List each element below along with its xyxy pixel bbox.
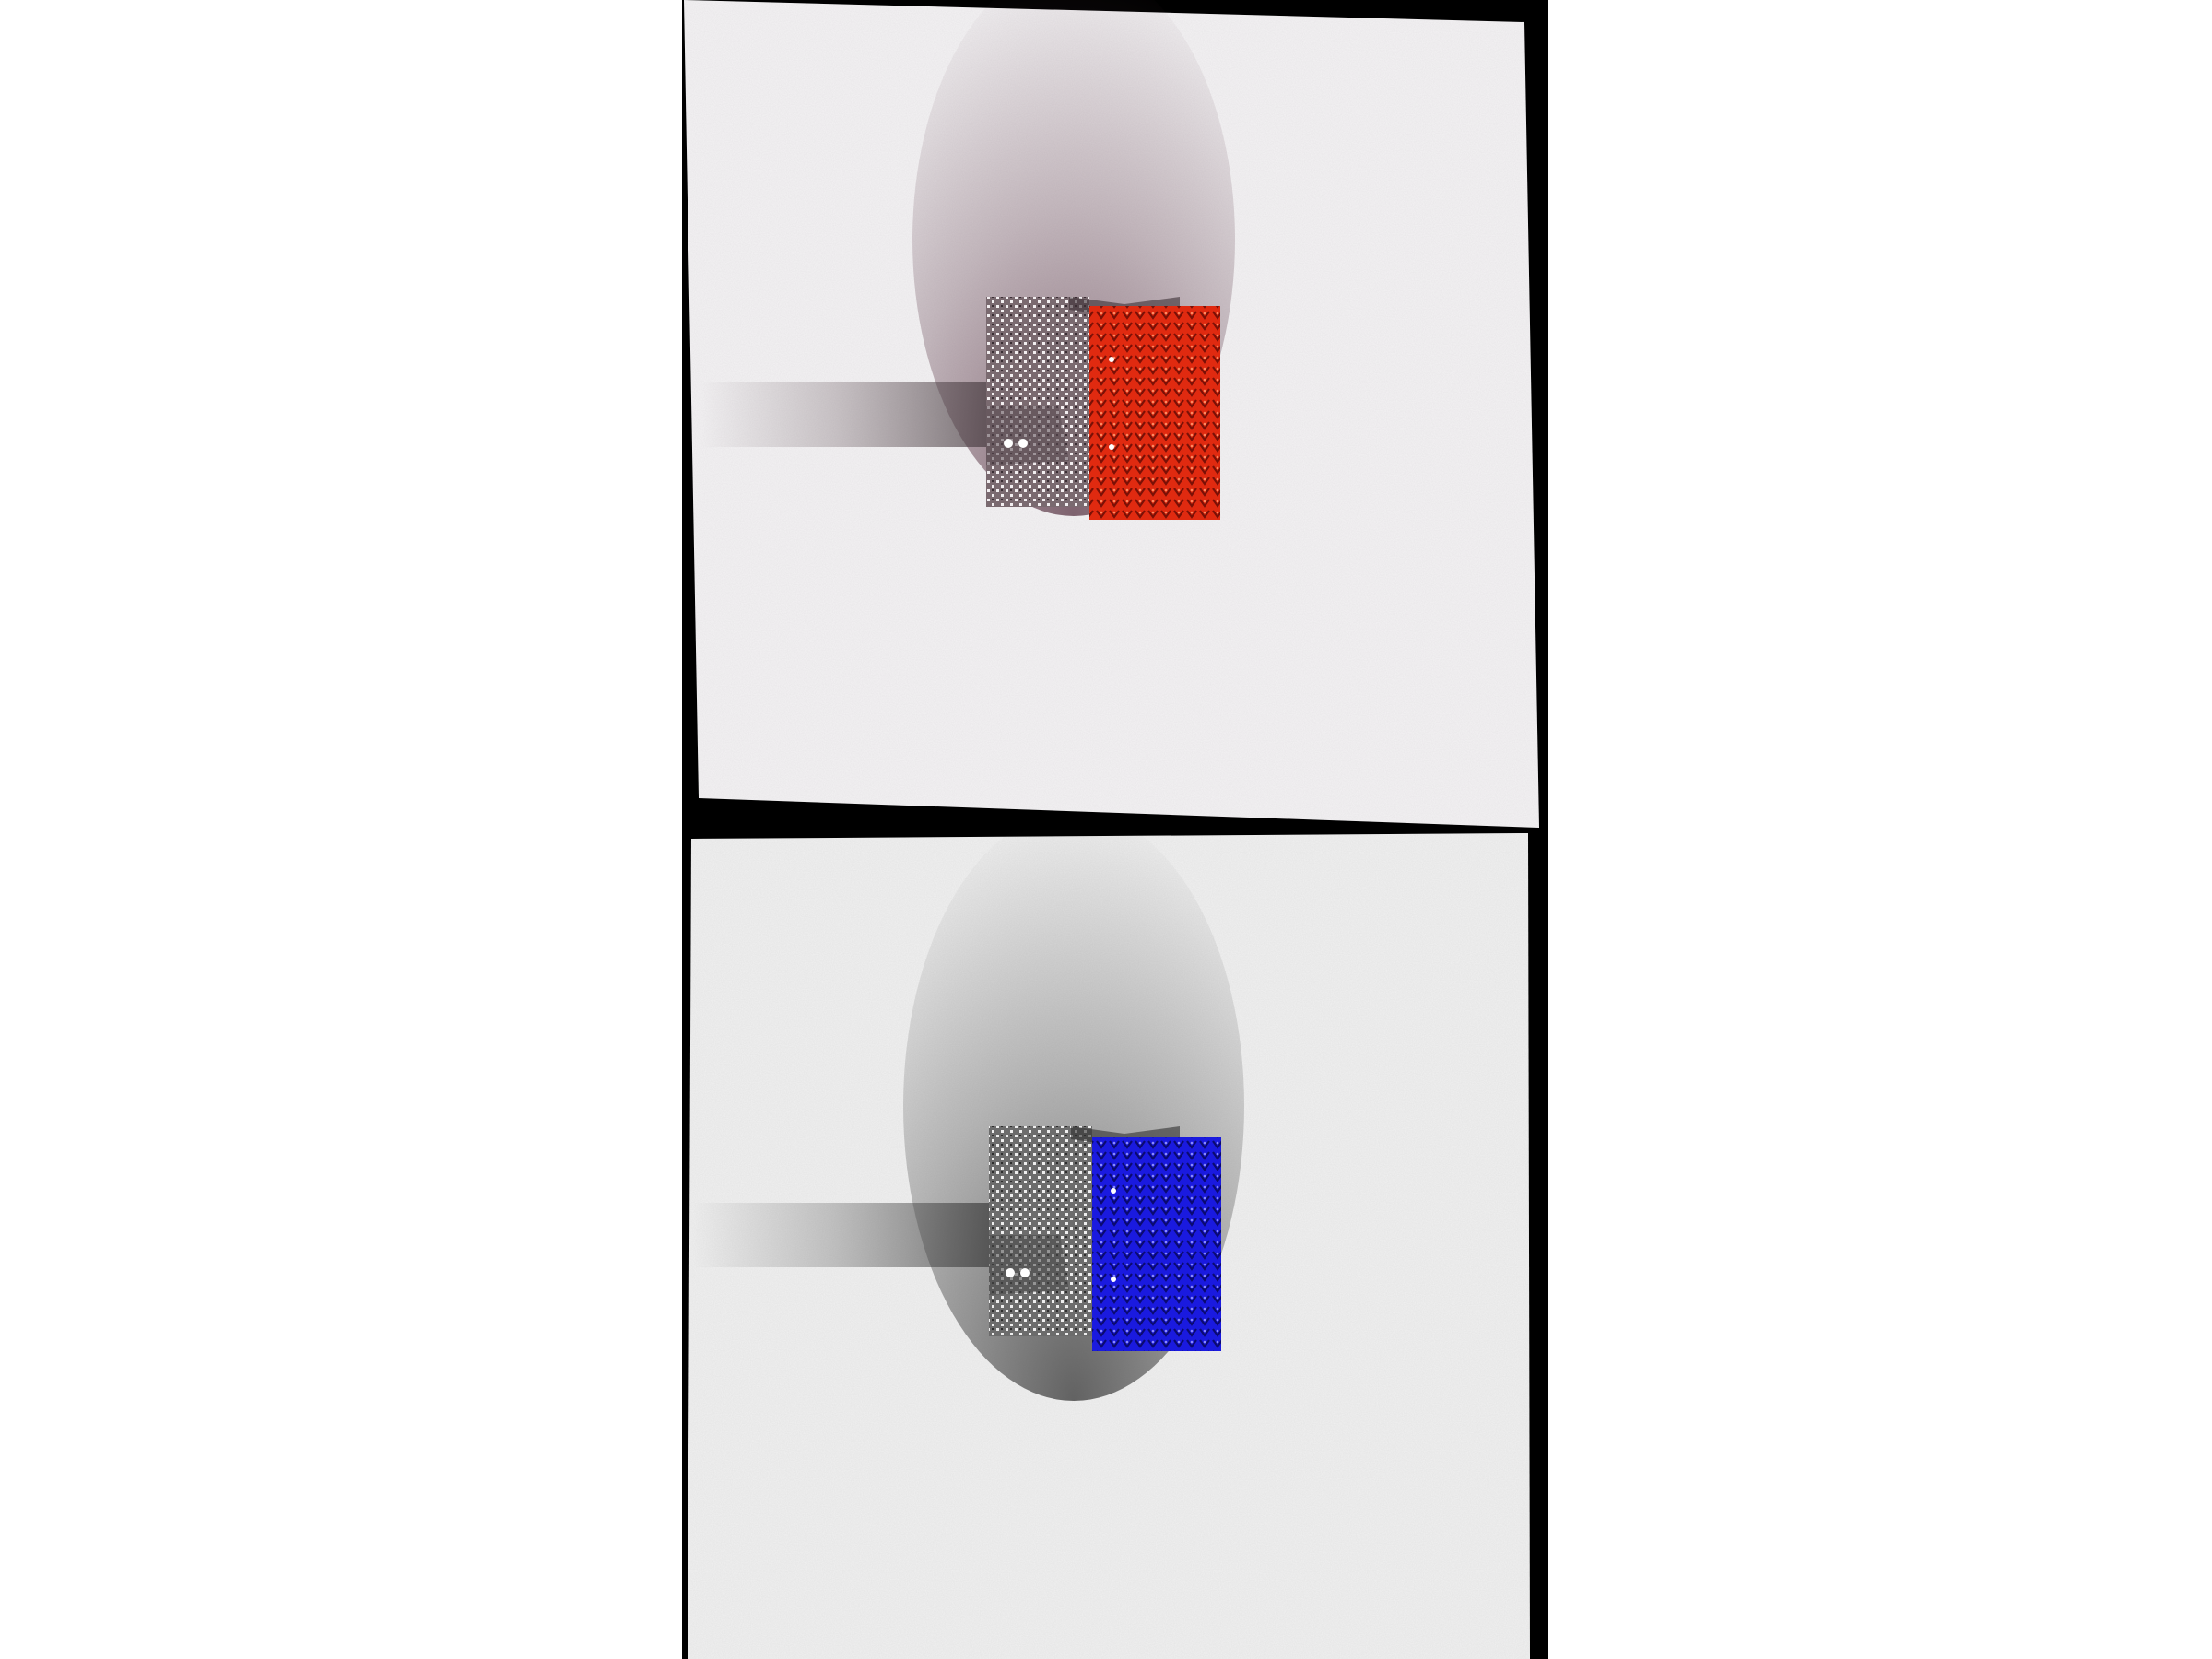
placket-button: [1109, 444, 1114, 450]
cuff-button: [1004, 439, 1013, 448]
shirt-right-panel-red: [1089, 306, 1220, 520]
folded-shirt: [989, 1126, 1221, 1351]
shadow-left: [700, 382, 1032, 447]
folded-shirt: [986, 297, 1220, 520]
shirt-cuff: [989, 1235, 1069, 1295]
cuff-button: [1020, 1268, 1030, 1277]
placket-button: [1111, 1277, 1116, 1282]
placket-button: [1109, 357, 1114, 362]
shirt-render-blue: [682, 830, 1548, 1659]
shirt-left-panel: [986, 297, 1089, 507]
shirt-left-panel: [989, 1126, 1092, 1336]
placket-button: [1111, 1188, 1116, 1194]
shirt-cuff: [986, 406, 1069, 465]
render-red-svg: [684, 0, 1539, 828]
shadow-left: [693, 1203, 1034, 1267]
shirt-right-panel-blue: [1092, 1137, 1221, 1351]
shirt-render-red: [682, 0, 1548, 830]
cuff-button: [1018, 439, 1028, 448]
render-blue-svg: [688, 830, 1530, 1659]
cuff-button: [1006, 1268, 1015, 1277]
